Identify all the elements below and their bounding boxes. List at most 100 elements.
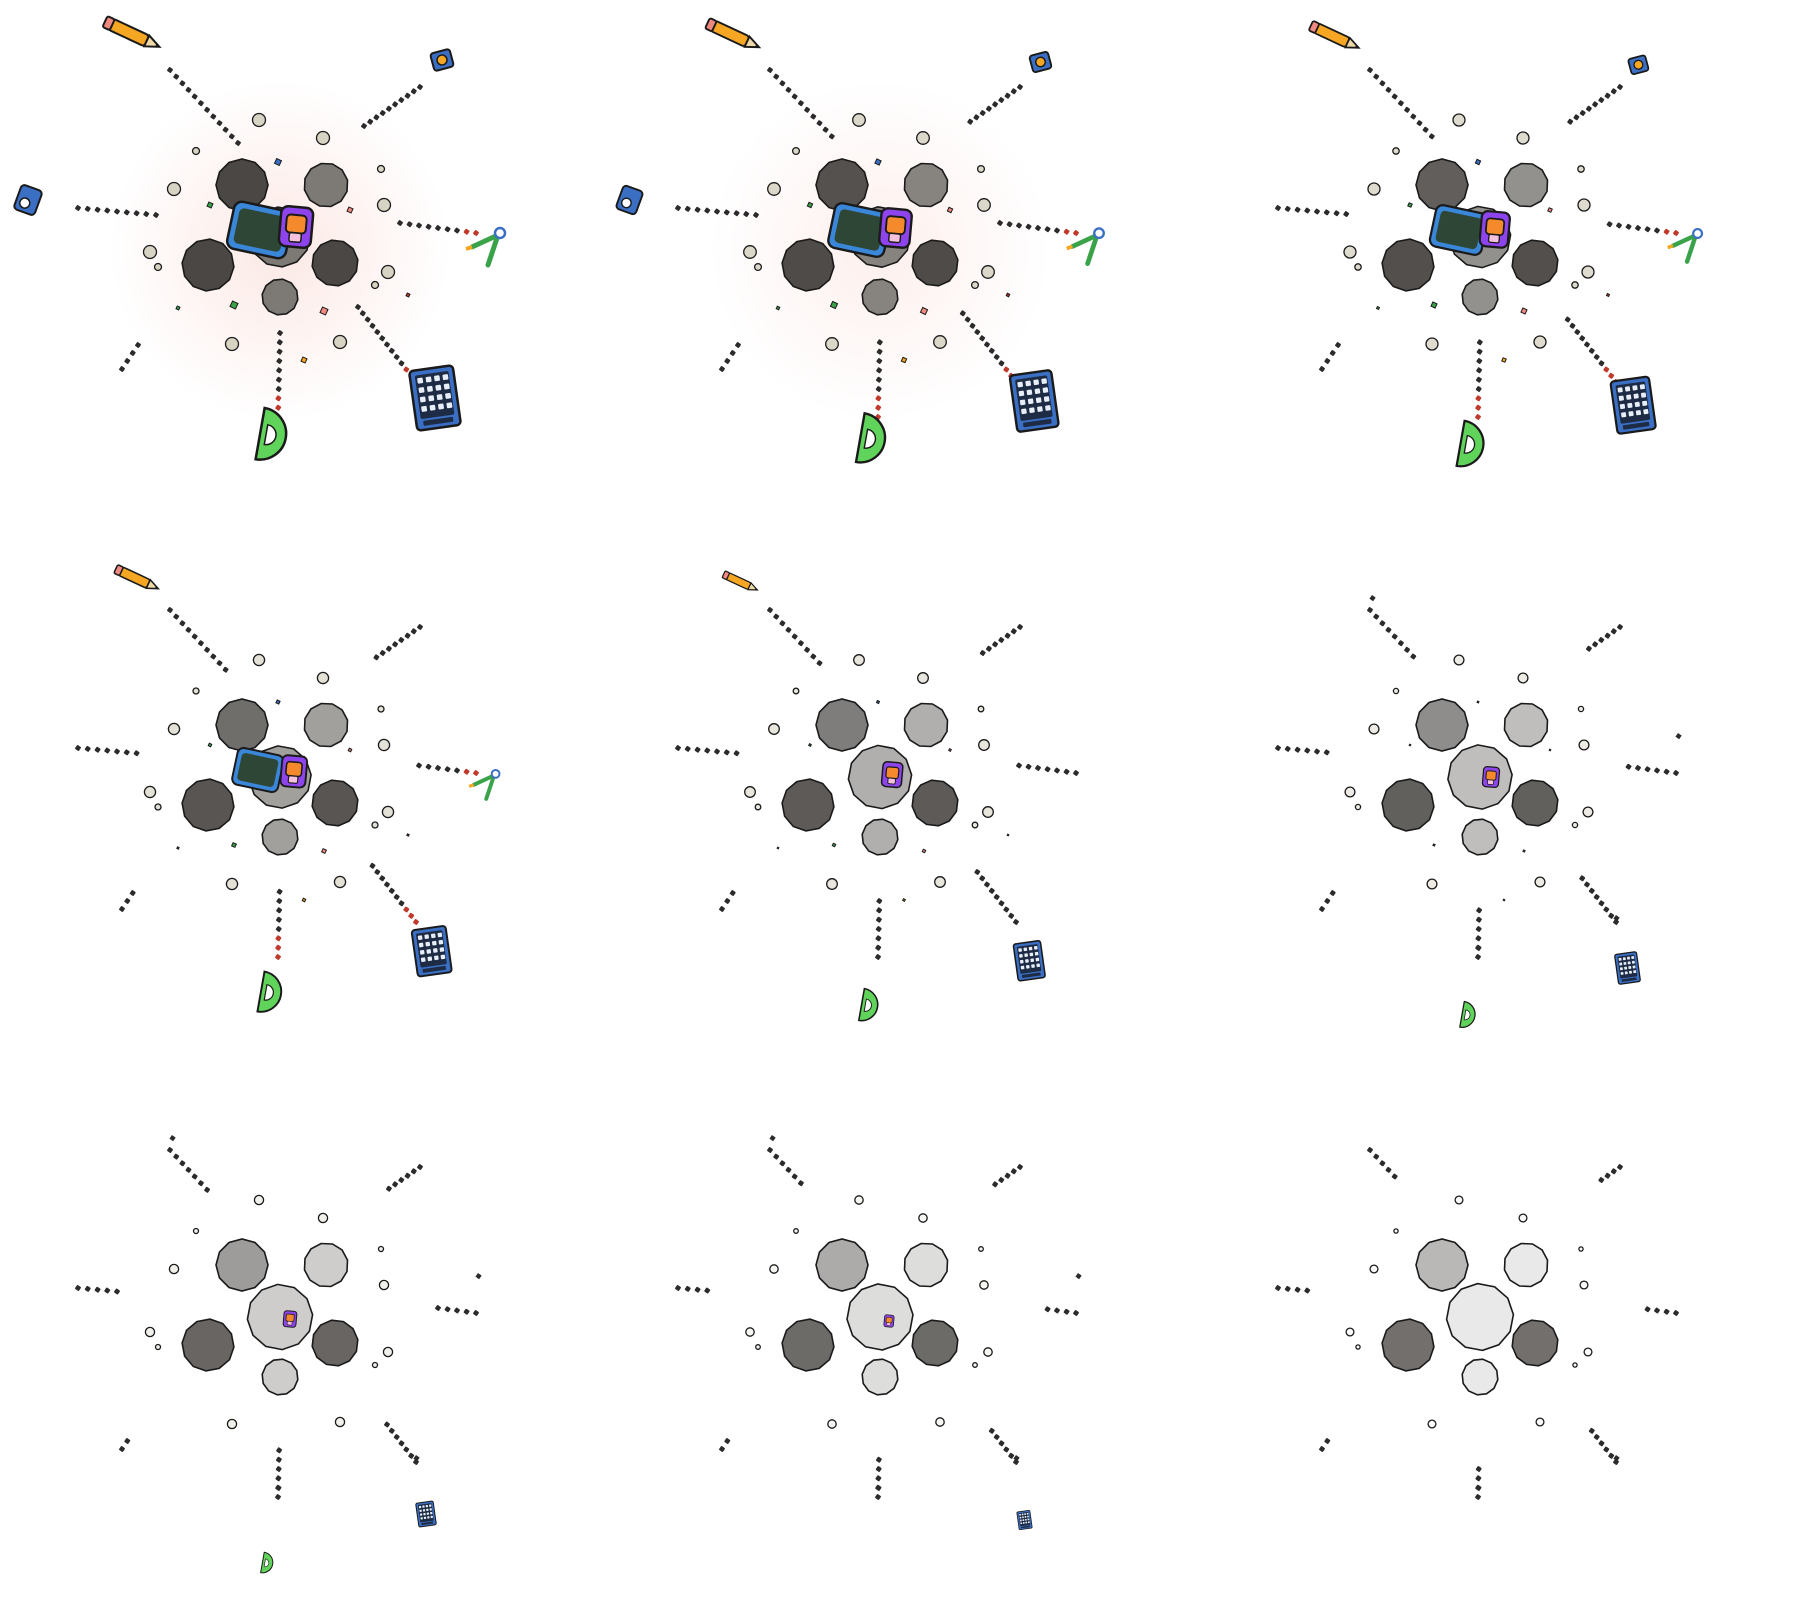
protractor-icon	[1455, 419, 1485, 468]
trail-dot	[1416, 120, 1423, 127]
trail-dot	[374, 329, 381, 335]
trail-eraser	[1275, 1285, 1311, 1294]
debris-chip	[1005, 292, 1011, 298]
debris-chip	[1502, 898, 1506, 902]
debris-chip	[1375, 305, 1381, 311]
trail-dot	[397, 220, 403, 226]
trail-dot	[1004, 92, 1011, 99]
backpack-icon	[883, 1314, 895, 1328]
protractor-icon	[256, 970, 283, 1013]
trail-dot	[124, 898, 131, 904]
trail-dot	[403, 1446, 410, 1453]
debris-chip	[775, 305, 781, 311]
trail-dot	[75, 205, 81, 211]
trail-protractor	[1475, 1466, 1482, 1500]
trail-calculator	[974, 869, 1019, 925]
trail-compass	[416, 762, 479, 776]
trail-dot	[361, 123, 367, 129]
pebble	[1454, 1195, 1464, 1205]
trail-dot	[75, 745, 81, 751]
pebble	[1426, 878, 1438, 890]
pebble	[852, 113, 866, 127]
trail-dot	[1592, 641, 1599, 648]
trail-protractor	[875, 339, 883, 420]
trail-dot	[1073, 230, 1079, 236]
trail-dot	[1675, 733, 1682, 740]
trail-dot	[1475, 916, 1482, 923]
trail-dot	[123, 209, 130, 216]
pebble	[192, 1227, 200, 1235]
trail-dot	[1422, 126, 1429, 133]
trail-dot	[392, 101, 399, 108]
pebble	[792, 687, 800, 695]
trail-dot	[875, 1456, 882, 1463]
pebble	[971, 821, 979, 829]
trail-dot	[1003, 366, 1010, 373]
trail-dot	[767, 67, 773, 73]
trail-eraser	[675, 1285, 711, 1294]
trail-dot	[875, 404, 882, 411]
trail-dot	[974, 869, 981, 875]
trail-dot	[1397, 640, 1404, 647]
trail-eraser	[1275, 205, 1350, 217]
trail-compass	[435, 1305, 479, 1316]
trail-dot	[1329, 890, 1336, 896]
trail-dot	[767, 607, 773, 613]
stone-bottom	[261, 278, 299, 316]
trail-dot	[1476, 367, 1483, 374]
debris-chip	[902, 898, 906, 902]
trail-dot	[1593, 1434, 1600, 1440]
pebble	[1571, 281, 1579, 289]
frame-scene	[1275, 595, 1682, 1028]
trail-dot	[1314, 208, 1320, 215]
trail-dot	[1006, 221, 1013, 228]
trail-dot	[1475, 954, 1481, 960]
backpack-icon	[878, 207, 913, 249]
trail-dot	[1475, 1475, 1482, 1482]
trail-dot	[404, 632, 411, 639]
pebble	[154, 1343, 162, 1351]
trail-dot	[684, 745, 691, 752]
trail-dot	[733, 210, 740, 217]
trail-dot	[406, 221, 413, 228]
pebble	[979, 1280, 989, 1290]
trail-dot	[210, 653, 217, 660]
trail-sharpener	[979, 624, 1023, 656]
trail-dot	[723, 209, 730, 216]
trail-dot	[684, 1285, 691, 1292]
trail-protractor	[1475, 339, 1483, 420]
pebble	[192, 687, 200, 695]
frame-scene	[1275, 20, 1704, 468]
debris-chip	[273, 157, 283, 167]
tablet-icon	[1428, 204, 1489, 256]
trail-dot	[1598, 1440, 1605, 1447]
trail-dot	[1616, 222, 1622, 229]
tablet-icon	[827, 201, 892, 259]
debris-chip	[1501, 357, 1507, 363]
trail-dot	[1329, 350, 1336, 356]
trail-dot	[791, 633, 798, 640]
trail-dot	[1428, 133, 1435, 140]
trail-dot	[1475, 1466, 1482, 1472]
stone-top-right	[903, 162, 949, 208]
trail-dot	[197, 100, 204, 107]
trail-dot	[1284, 745, 1291, 752]
trail-dot	[275, 386, 282, 392]
pebble	[380, 264, 396, 280]
trail-dot	[767, 1147, 773, 1153]
trail-dot	[276, 348, 283, 355]
trail-dot	[979, 335, 986, 342]
trail-dot	[425, 223, 432, 230]
pebble	[767, 182, 781, 196]
stone-right	[911, 239, 959, 287]
trail-dot	[1579, 875, 1586, 882]
trail-dot	[133, 750, 140, 757]
debris-chip	[919, 306, 929, 316]
trail-dot	[1294, 206, 1301, 213]
pebble	[1354, 263, 1362, 271]
stone-bottom	[1461, 1358, 1499, 1396]
stone-left	[181, 1318, 235, 1372]
trail-dot	[993, 1434, 1000, 1440]
sharpener-icon	[1627, 54, 1650, 76]
trail-dot	[1588, 347, 1595, 354]
